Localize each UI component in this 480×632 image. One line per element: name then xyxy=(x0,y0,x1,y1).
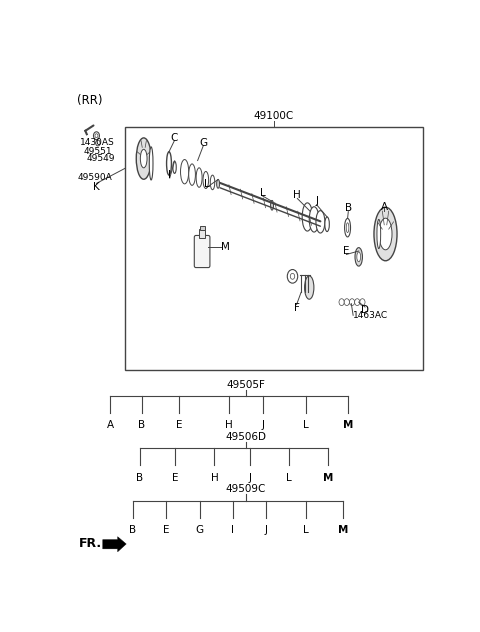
Text: A: A xyxy=(107,420,114,430)
Circle shape xyxy=(360,299,365,305)
Text: H: H xyxy=(226,420,233,430)
Text: J: J xyxy=(265,525,268,535)
Text: L: L xyxy=(260,188,265,198)
Text: FR.: FR. xyxy=(79,537,102,550)
Text: H: H xyxy=(211,473,218,483)
Ellipse shape xyxy=(379,218,392,250)
Ellipse shape xyxy=(355,248,362,266)
Ellipse shape xyxy=(377,219,381,248)
Text: 1430AS: 1430AS xyxy=(80,138,114,147)
Text: 49509C: 49509C xyxy=(226,485,266,494)
Text: J: J xyxy=(261,420,264,430)
Circle shape xyxy=(290,274,295,279)
Text: 49551: 49551 xyxy=(83,147,112,155)
Text: G: G xyxy=(195,525,204,535)
Bar xyxy=(200,226,204,229)
Text: E: E xyxy=(176,420,182,430)
FancyBboxPatch shape xyxy=(194,236,210,267)
Ellipse shape xyxy=(305,276,314,299)
Text: B: B xyxy=(129,525,136,535)
Ellipse shape xyxy=(302,203,312,231)
Text: G: G xyxy=(199,138,207,147)
Text: J: J xyxy=(315,197,318,207)
Ellipse shape xyxy=(216,179,219,188)
Text: 49506D: 49506D xyxy=(226,432,266,442)
Ellipse shape xyxy=(309,207,319,232)
Text: J: J xyxy=(248,473,251,483)
Text: D: D xyxy=(361,305,369,315)
Ellipse shape xyxy=(203,171,209,188)
Text: I: I xyxy=(168,169,171,179)
Text: L: L xyxy=(204,179,210,189)
Text: F: F xyxy=(294,303,300,313)
Bar xyxy=(199,229,205,238)
Circle shape xyxy=(94,132,99,140)
Ellipse shape xyxy=(346,223,349,233)
Text: (RR): (RR) xyxy=(77,94,102,107)
Ellipse shape xyxy=(345,219,350,237)
Text: L: L xyxy=(303,420,308,430)
Text: H: H xyxy=(293,190,301,200)
Circle shape xyxy=(355,299,360,305)
Ellipse shape xyxy=(357,252,360,262)
Circle shape xyxy=(349,299,355,305)
Text: 1463AC: 1463AC xyxy=(353,311,388,320)
Ellipse shape xyxy=(196,168,202,187)
Ellipse shape xyxy=(136,138,151,179)
Ellipse shape xyxy=(180,159,189,184)
Ellipse shape xyxy=(325,217,329,231)
Text: 49590A: 49590A xyxy=(78,173,113,181)
Text: M: M xyxy=(343,420,353,430)
Text: B: B xyxy=(138,420,145,430)
Text: 49549: 49549 xyxy=(87,154,115,163)
Text: E: E xyxy=(163,525,169,535)
Circle shape xyxy=(95,134,98,138)
Ellipse shape xyxy=(271,200,274,210)
Text: K: K xyxy=(93,182,100,192)
Polygon shape xyxy=(103,537,126,552)
Circle shape xyxy=(339,299,344,305)
Text: M: M xyxy=(221,242,230,252)
Text: L: L xyxy=(286,473,292,483)
Text: M: M xyxy=(337,525,348,535)
Ellipse shape xyxy=(173,161,176,173)
Circle shape xyxy=(288,269,298,283)
Ellipse shape xyxy=(210,175,215,190)
Ellipse shape xyxy=(189,164,195,185)
Ellipse shape xyxy=(149,147,153,180)
Text: E: E xyxy=(172,473,179,483)
Text: A: A xyxy=(381,202,388,212)
Bar xyxy=(125,127,423,370)
Text: E: E xyxy=(343,246,350,256)
Circle shape xyxy=(344,299,349,305)
Ellipse shape xyxy=(167,152,171,175)
Ellipse shape xyxy=(140,149,147,168)
Text: 49100C: 49100C xyxy=(254,111,294,121)
Text: I: I xyxy=(231,525,235,535)
Ellipse shape xyxy=(316,210,325,233)
Text: B: B xyxy=(345,204,352,213)
Ellipse shape xyxy=(374,207,397,261)
Text: L: L xyxy=(303,525,308,535)
Circle shape xyxy=(96,140,100,146)
Text: 49505F: 49505F xyxy=(227,380,265,390)
Text: C: C xyxy=(170,133,178,143)
Text: M: M xyxy=(323,473,333,483)
Text: B: B xyxy=(136,473,144,483)
